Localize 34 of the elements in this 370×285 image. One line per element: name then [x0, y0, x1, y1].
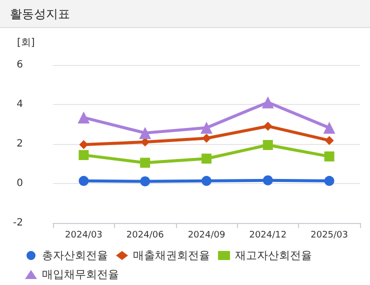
- point: [324, 176, 334, 186]
- y-tick-label: 0: [16, 178, 23, 189]
- x-tick-label: 2024/12: [249, 230, 287, 240]
- point: [323, 122, 336, 134]
- y-tick-label: -2: [13, 218, 23, 228]
- y-tick-label: 6: [16, 60, 23, 70]
- x-tick-label: 2024/06: [126, 230, 164, 240]
- point: [140, 176, 150, 186]
- point: [324, 151, 334, 162]
- point: [200, 122, 212, 134]
- point: [262, 175, 273, 186]
- legend-label: 재고자산회전율: [235, 249, 312, 262]
- legend-label: 매입채무회전율: [42, 268, 119, 281]
- point: [324, 136, 334, 145]
- x-tick-label: 2024/03: [65, 230, 102, 240]
- y-axis-title: [회]: [17, 38, 35, 48]
- y-tick-label: 4: [16, 99, 23, 110]
- point: [78, 112, 90, 124]
- y-tick-label: 2: [16, 138, 23, 150]
- legend-label: 매출채권회전율: [133, 249, 210, 262]
- point: [262, 96, 274, 108]
- point: [262, 140, 273, 150]
- point: [202, 154, 212, 164]
- chart-title: 활동성지표: [0, 0, 370, 28]
- point: [202, 176, 212, 186]
- point: [139, 126, 152, 139]
- point: [202, 134, 211, 143]
- legend-label: 총자산회전율: [42, 249, 108, 262]
- point: [140, 158, 150, 168]
- x-tick-label: 2025/03: [310, 230, 348, 240]
- point: [78, 150, 89, 160]
- point: [263, 122, 272, 131]
- x-tick-label: 2024/09: [188, 230, 226, 240]
- point: [78, 176, 89, 186]
